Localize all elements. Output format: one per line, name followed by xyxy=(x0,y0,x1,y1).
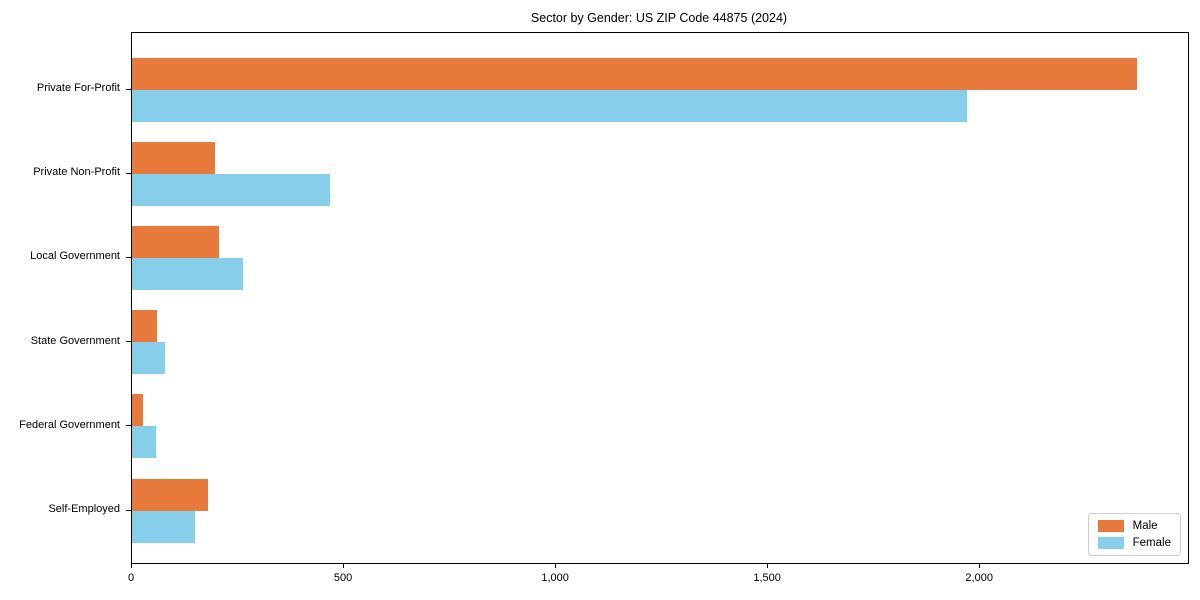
legend-label-female: Female xyxy=(1132,537,1171,549)
bar-female-0 xyxy=(132,89,968,122)
y-tick-0 xyxy=(126,88,131,90)
x-label-3: 1,500 xyxy=(753,572,781,584)
x-label-0: 0 xyxy=(127,572,135,584)
y-tick-5 xyxy=(126,509,131,511)
x-tick-2 xyxy=(555,563,557,568)
y-tick-3 xyxy=(126,341,131,343)
x-label-2: 1,000 xyxy=(541,572,569,584)
bar-female-1 xyxy=(132,173,331,206)
bar-male-5 xyxy=(132,478,209,511)
bar-male-4 xyxy=(132,394,143,427)
x-label-1: 500 xyxy=(333,572,353,584)
bar-female-3 xyxy=(132,342,166,375)
x-tick-0 xyxy=(131,563,132,568)
x-tick-1 xyxy=(343,563,345,568)
legend-label-male: Male xyxy=(1132,520,1158,532)
x-tick-4 xyxy=(979,563,981,568)
bar-male-1 xyxy=(132,141,216,174)
legend: Male Female xyxy=(1087,513,1181,556)
x-label-4: 2,000 xyxy=(965,572,993,584)
y-tick-2 xyxy=(126,256,131,258)
bar-female-2 xyxy=(132,257,244,290)
bar-female-5 xyxy=(132,510,195,543)
y-label-0: Private For-Profit xyxy=(36,82,120,94)
bar-female-4 xyxy=(132,426,157,459)
y-label-1: Private Non-Profit xyxy=(33,166,120,179)
y-tick-1 xyxy=(126,172,131,174)
bar-male-3 xyxy=(132,310,158,343)
x-tick-3 xyxy=(767,563,769,568)
plot-area: Male Female xyxy=(131,32,1189,564)
bar-male-2 xyxy=(132,225,219,258)
y-tick-4 xyxy=(126,425,131,427)
legend-item-female: Female xyxy=(1097,537,1171,549)
chart-title: Sector by Gender: US ZIP Code 44875 (202… xyxy=(530,11,788,25)
y-label-2: Local Government xyxy=(30,250,120,263)
y-label-3: State Government xyxy=(30,334,120,347)
legend-item-male: Male xyxy=(1097,520,1171,532)
bar-male-0 xyxy=(132,57,1138,90)
male-swatch xyxy=(1097,520,1124,532)
y-label-5: Self-Employed xyxy=(48,503,120,515)
female-swatch xyxy=(1097,537,1124,549)
y-label-4: Federal Government xyxy=(19,418,120,431)
